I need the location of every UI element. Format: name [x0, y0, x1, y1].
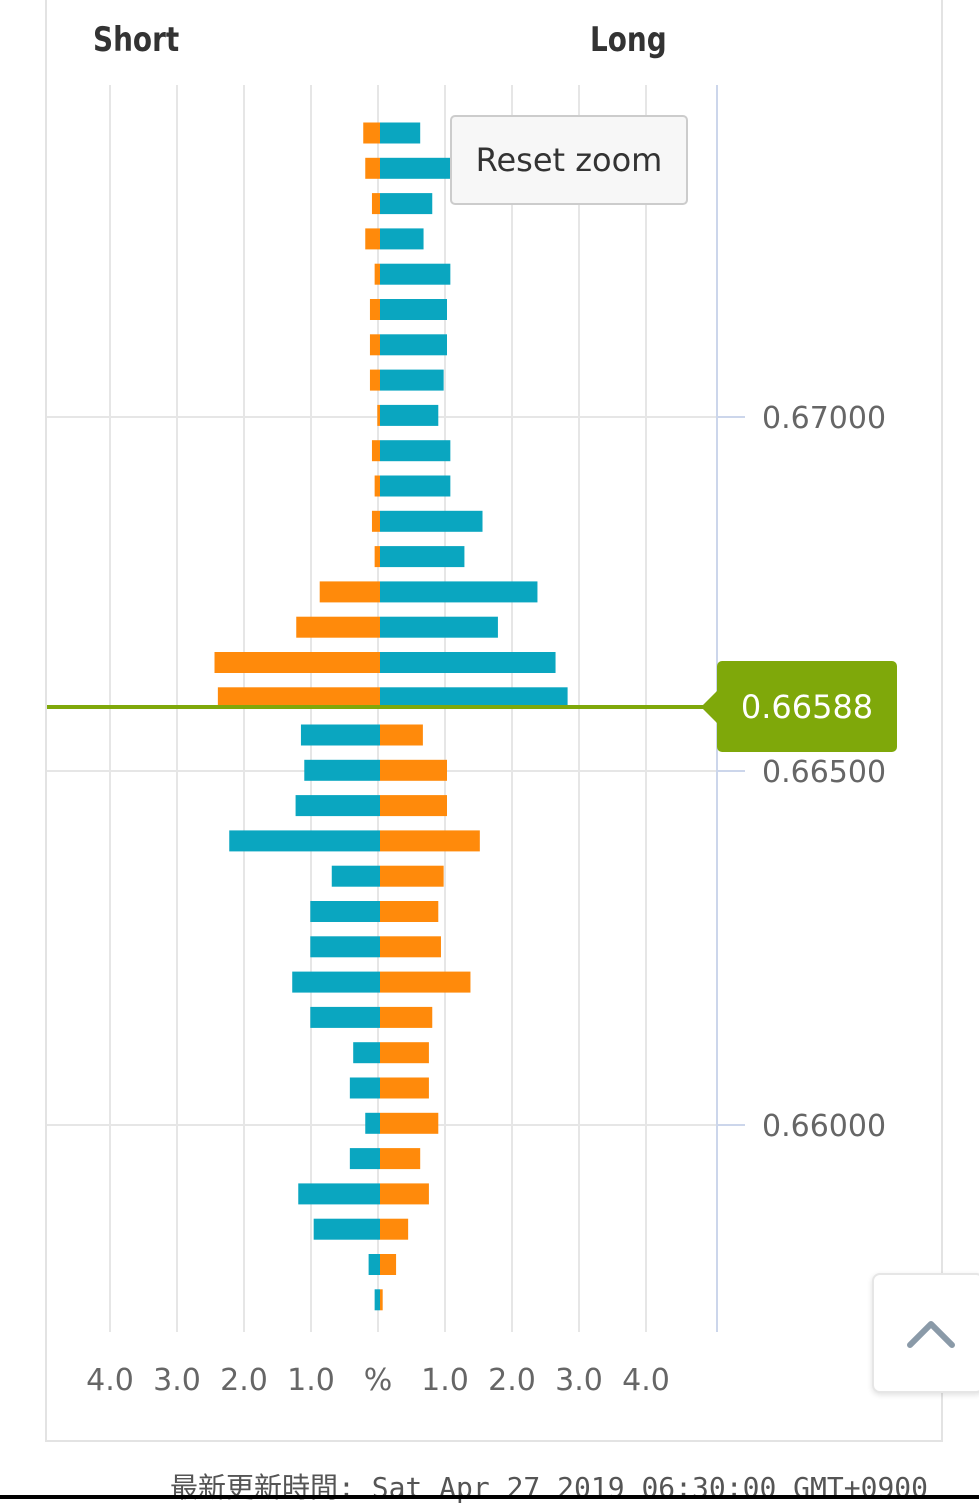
short-bar-teal: [229, 830, 380, 852]
long-bar-teal: [380, 616, 498, 638]
short-bar-teal: [310, 901, 380, 922]
x-tick-label: 2.0: [220, 1363, 268, 1398]
short-bar-orange: [363, 122, 380, 144]
long-bar-orange: [380, 1254, 397, 1275]
long-bar-teal: [380, 475, 451, 497]
long-bar-teal: [380, 581, 538, 603]
short-bar-teal: [313, 1218, 380, 1240]
short-side-label: Short: [93, 20, 180, 60]
last-updated-timestamp: Sat Apr 27 2019 06:30:00 GMT+0900: [371, 1471, 929, 1504]
long-bar-teal: [380, 263, 451, 285]
short-bar-orange: [374, 546, 380, 568]
short-bar-teal: [365, 1112, 380, 1134]
reset-zoom-button[interactable]: Reset zoom: [450, 115, 688, 205]
long-bar-teal: [380, 652, 556, 673]
long-bar-orange: [380, 1077, 429, 1099]
long-bar-orange: [380, 830, 480, 852]
long-bar-teal: [380, 157, 454, 179]
scroll-to-top-button[interactable]: [872, 1273, 979, 1393]
short-bar-orange: [371, 193, 380, 215]
short-bar-teal: [353, 1042, 380, 1064]
long-bar-teal: [380, 193, 433, 215]
short-bar-orange: [214, 652, 380, 673]
long-bar-teal: [380, 546, 465, 568]
short-bar-teal: [300, 724, 380, 746]
short-bar-teal: [374, 1289, 380, 1311]
long-bar-teal: [380, 510, 483, 532]
x-tick-label: %: [364, 1363, 393, 1398]
last-updated-text: 最新更新時間: Sat Apr 27 2019 06:30:00 GMT+090…: [170, 1466, 928, 1506]
long-bar-orange: [380, 1218, 409, 1240]
x-tick-label: 3.0: [153, 1363, 201, 1398]
x-tick-label: 2.0: [488, 1363, 536, 1398]
short-bar-teal: [349, 1148, 380, 1170]
short-bar-teal: [298, 1183, 380, 1205]
short-bar-orange: [371, 510, 380, 532]
long-bar-orange: [380, 1112, 439, 1134]
y-tick-label: 0.66000: [762, 1109, 886, 1144]
long-side-label: Long: [590, 20, 667, 60]
long-bar-teal: [380, 440, 451, 462]
short-bar-orange: [365, 157, 380, 179]
short-bar-teal: [310, 936, 380, 958]
short-bar-teal: [295, 795, 380, 817]
y-tick-label: 0.67000: [762, 401, 886, 436]
last-updated-label: 最新更新時間:: [170, 1471, 355, 1504]
x-tick-label: 4.0: [622, 1363, 670, 1398]
long-bar-orange: [380, 724, 423, 746]
short-bar-orange: [374, 475, 380, 497]
short-bar-orange: [217, 687, 380, 709]
long-bar-teal: [380, 334, 447, 356]
short-bar-orange: [369, 334, 380, 356]
long-bar-orange: [380, 1006, 433, 1028]
short-bar-orange: [296, 616, 380, 638]
x-tick-label: 4.0: [86, 1363, 134, 1398]
short-bar-orange: [377, 404, 380, 426]
long-bar-orange: [380, 936, 441, 958]
chevron-up-icon: [907, 1321, 955, 1348]
long-bar-orange: [380, 795, 447, 817]
x-tick-label: 1.0: [421, 1363, 469, 1398]
y-tick-label: 0.66500: [762, 755, 886, 790]
long-bar-teal: [380, 404, 439, 426]
long-bar-orange: [380, 1289, 383, 1311]
long-bar-orange: [380, 971, 471, 993]
short-bar-orange: [365, 228, 380, 250]
short-bar-teal: [349, 1077, 380, 1099]
long-bar-orange: [380, 759, 447, 781]
short-bar-teal: [310, 1006, 380, 1028]
long-bar-teal: [380, 228, 424, 250]
short-bar-teal: [331, 865, 380, 887]
long-bar-teal: [380, 369, 444, 391]
long-bar-orange: [380, 1183, 429, 1205]
long-bar-teal: [380, 122, 421, 144]
long-bar-teal: [380, 687, 568, 709]
bars-layer: [214, 122, 568, 1311]
short-bar-orange: [374, 263, 380, 285]
axis-layer: 4.0 3.0 2.0 1.0% 1.0 2.0 3.0 4.0 0.67000 0.66500 0…: [86, 85, 886, 1398]
short-bar-orange: [369, 369, 380, 391]
short-bar-orange: [319, 581, 380, 603]
current-price-badge: 0.66588: [701, 661, 897, 752]
long-bar-orange: [380, 1042, 429, 1064]
short-bar-orange: [369, 299, 380, 320]
bottom-edge: [0, 1495, 979, 1499]
long-bar-teal: [380, 299, 447, 320]
short-bar-teal: [368, 1254, 380, 1275]
short-bar-orange: [371, 440, 380, 462]
x-tick-label: 3.0: [555, 1363, 603, 1398]
long-bar-orange: [380, 1148, 421, 1170]
long-bar-orange: [380, 865, 444, 887]
x-tick-label: 1.0: [287, 1363, 335, 1398]
long-bar-orange: [380, 901, 439, 922]
short-bar-teal: [304, 759, 380, 781]
short-bar-teal: [292, 971, 380, 993]
